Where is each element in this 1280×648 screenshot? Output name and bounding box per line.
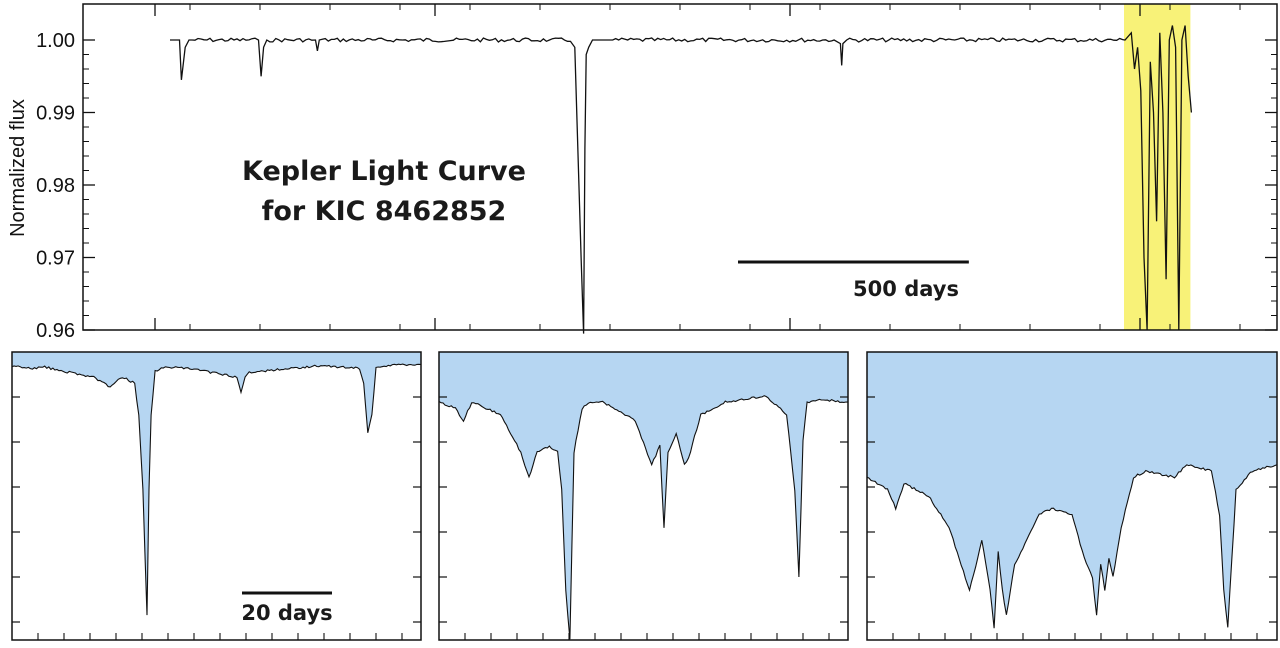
y-axis-label: Normalized flux	[7, 99, 29, 237]
y-tick-label: 0.99	[36, 103, 75, 125]
main-light-curve-panel: 1.00 0.99 0.98 0.97 0.96 Normalized flux Kep…	[7, 3, 1278, 342]
y-tick-label: 0.96	[36, 320, 75, 342]
zoom-panel-3	[866, 351, 1278, 641]
y-tick-label: 0.97	[36, 248, 75, 270]
panel-frame	[11, 351, 422, 641]
flux-deficit-area	[867, 352, 1277, 629]
zoom-scale-bar-label: 20 days	[241, 601, 332, 625]
flux-series	[438, 395, 849, 640]
scale-bar-label: 500 days	[853, 277, 959, 301]
chart-title-line-2: for KIC 8462852	[262, 196, 507, 227]
chart-title-line-1: Kepler Light Curve	[242, 156, 526, 187]
flux-series	[866, 464, 1278, 629]
flux-deficit-area	[12, 352, 421, 616]
y-axis-ticks: 1.00 0.99 0.98 0.97 0.96	[36, 30, 1277, 342]
panel-frame	[866, 351, 1278, 641]
y-tick-label: 1.00	[36, 30, 75, 52]
x-axis-ticks	[154, 4, 1241, 330]
zoom-panel-2	[438, 351, 849, 641]
flux-series	[11, 363, 422, 616]
flux-deficit-area	[439, 352, 848, 640]
zoom-panel-1	[11, 351, 422, 641]
y-tick-label: 0.98	[36, 175, 75, 197]
light-curve-series	[170, 25, 1193, 334]
panel-frame	[438, 351, 849, 641]
